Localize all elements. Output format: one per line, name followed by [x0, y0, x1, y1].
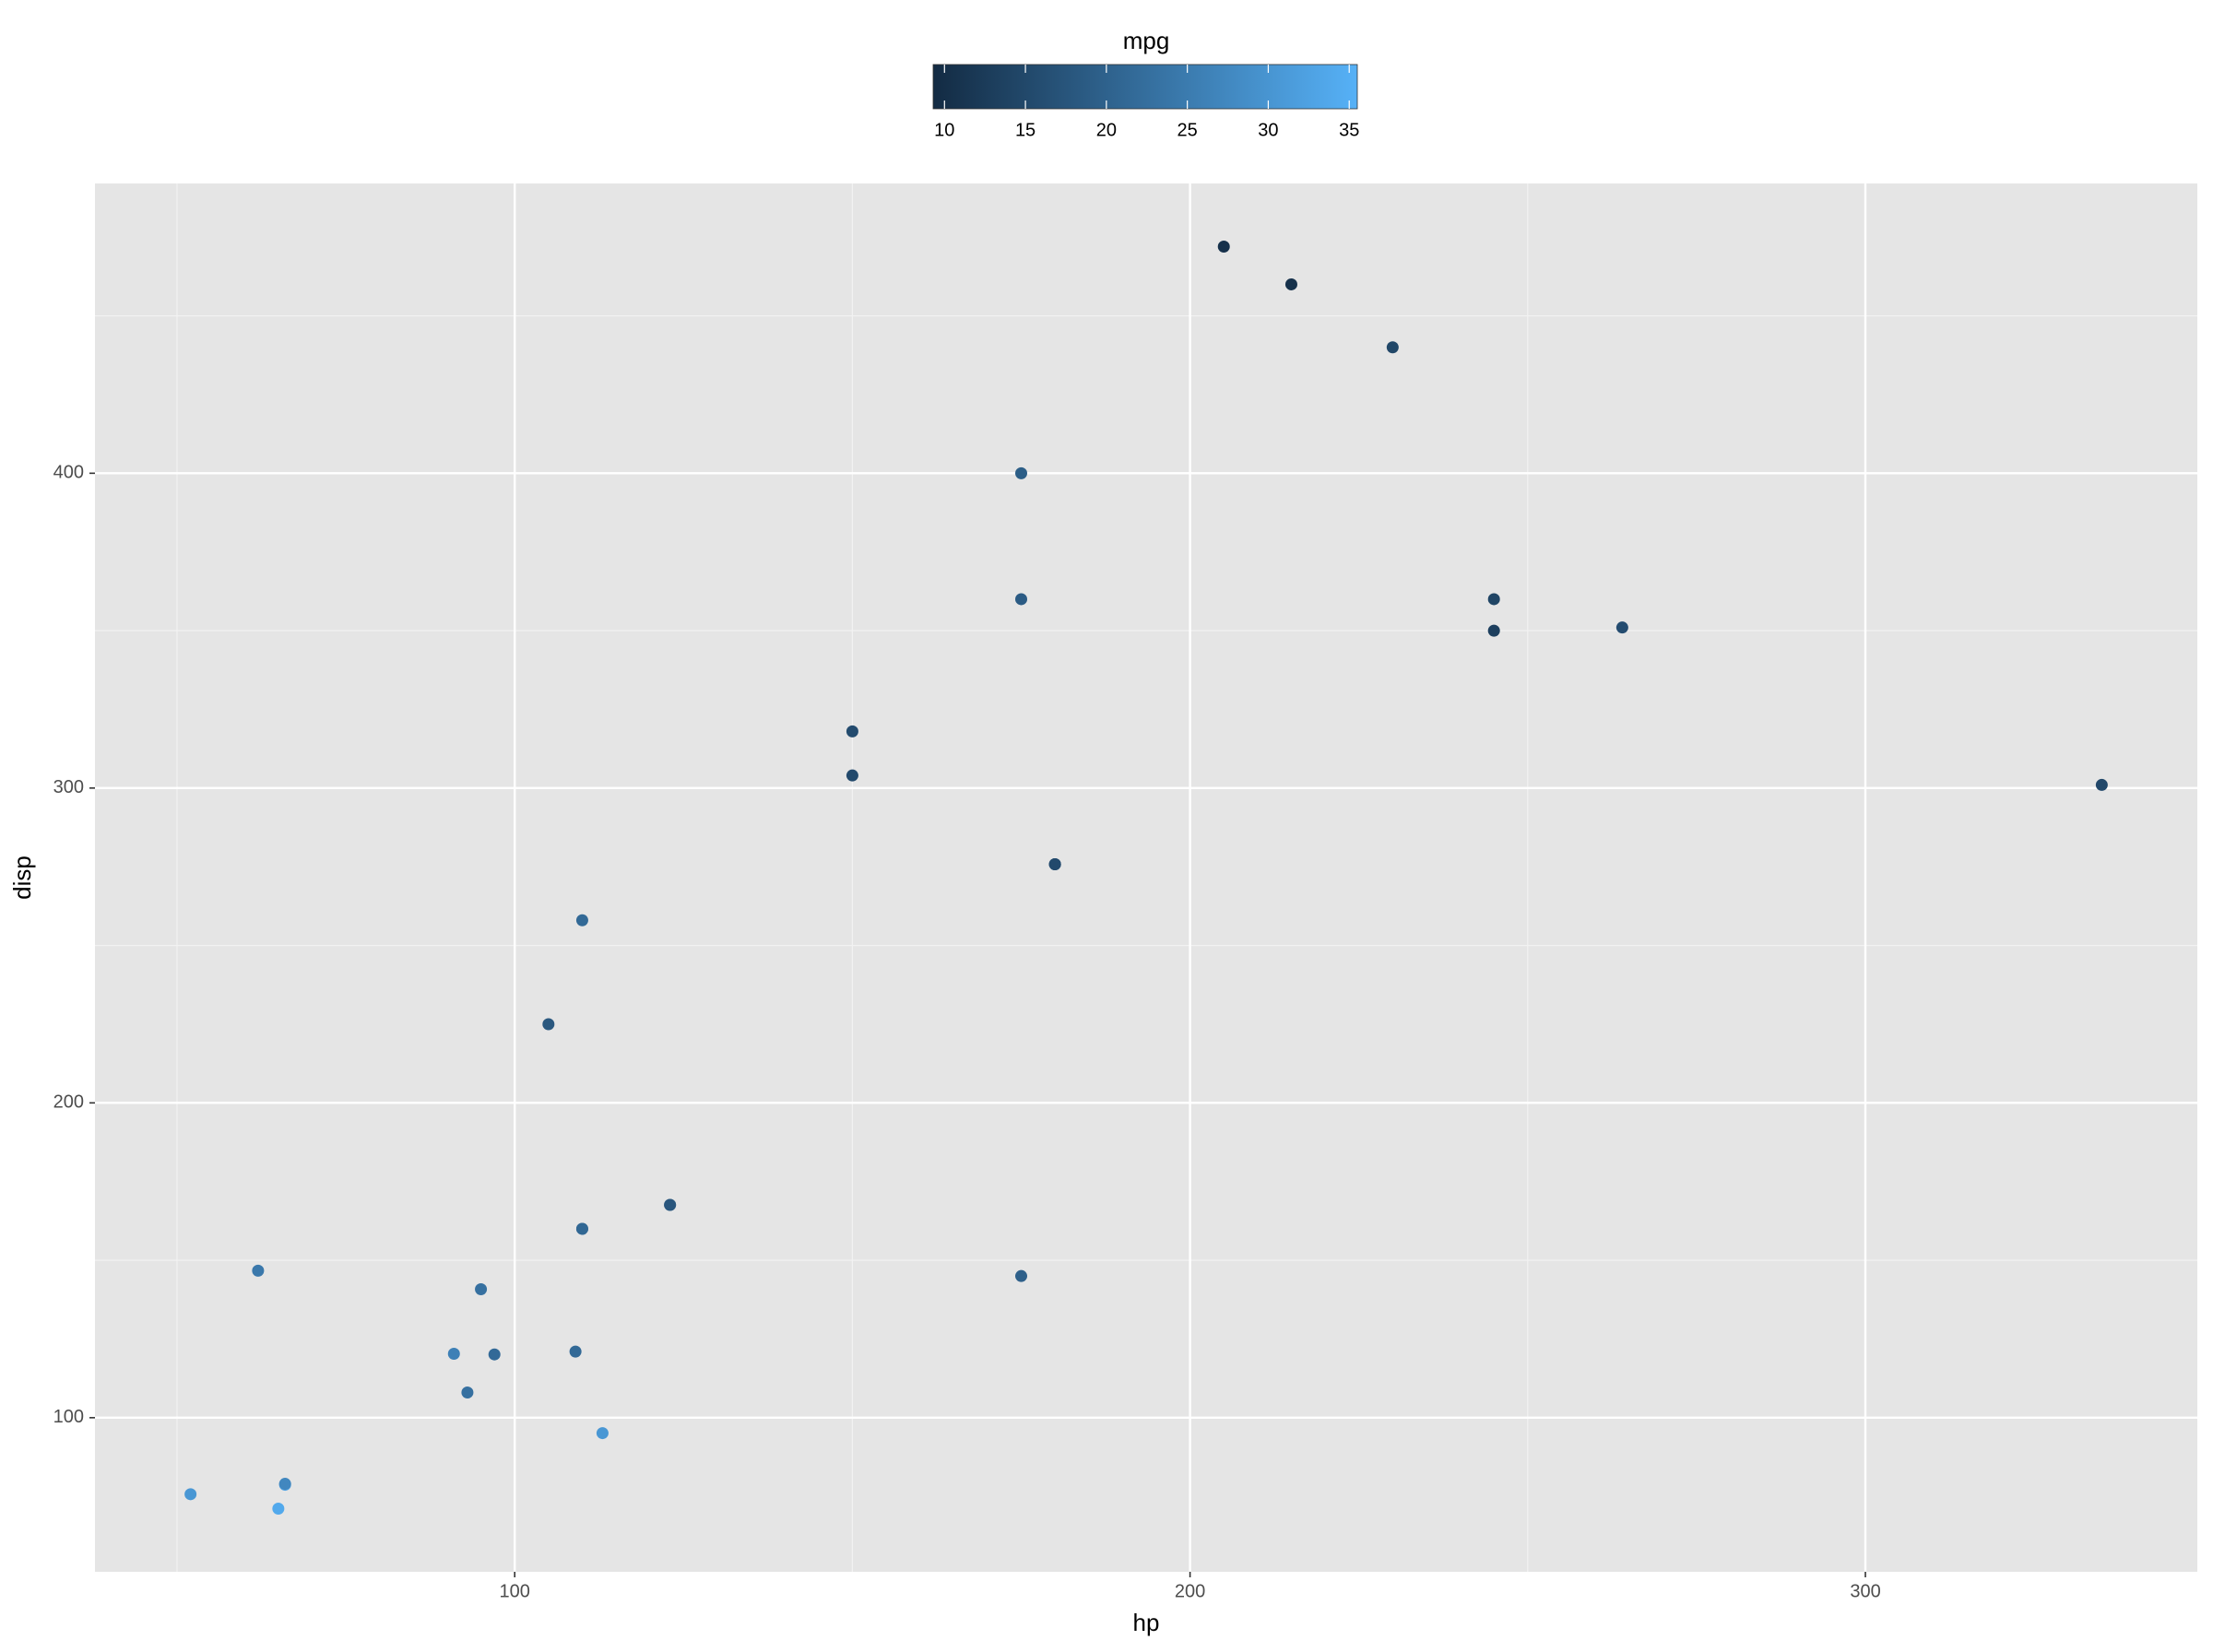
y-tick-label: 200	[53, 1092, 84, 1113]
point	[1015, 593, 1028, 606]
point	[575, 1222, 588, 1235]
point	[1487, 593, 1500, 606]
point	[1487, 624, 1500, 637]
point	[272, 1503, 285, 1516]
point	[1615, 621, 1628, 634]
point	[475, 1283, 488, 1296]
point	[278, 1478, 291, 1491]
colorbar-tick-label: 20	[1096, 120, 1117, 140]
point	[542, 1018, 555, 1031]
point	[664, 1198, 677, 1211]
point	[1284, 277, 1297, 290]
point	[1015, 466, 1028, 479]
colorbar-tick-label: 15	[1015, 120, 1035, 140]
colorbar-tick-label: 25	[1178, 120, 1198, 140]
point	[569, 1345, 582, 1358]
x-axis-title: hp	[1133, 1609, 1160, 1636]
panel	[95, 183, 2197, 1572]
point	[846, 769, 858, 782]
y-tick-label: 100	[53, 1407, 84, 1427]
point	[184, 1488, 197, 1501]
y-axis-title: disp	[8, 856, 36, 900]
point	[252, 1264, 265, 1277]
colorbar-tick-label: 35	[1339, 120, 1359, 140]
point	[2095, 778, 2108, 791]
point	[461, 1386, 474, 1399]
y-tick-label: 300	[53, 777, 84, 797]
point	[488, 1348, 501, 1361]
point	[1386, 341, 1399, 354]
point	[846, 725, 858, 738]
colorbar-tick-label: 10	[934, 120, 954, 140]
x-tick-label: 300	[1850, 1581, 1880, 1601]
x-tick-label: 100	[500, 1581, 530, 1601]
point	[596, 1427, 609, 1440]
point	[575, 914, 588, 926]
colorbar	[932, 64, 1358, 110]
y-tick-label: 400	[53, 463, 84, 483]
colorbar-title: mpg	[1123, 27, 1170, 54]
x-tick-label: 200	[1175, 1581, 1205, 1601]
colorbar-tick-label: 30	[1258, 120, 1278, 140]
point	[1015, 1269, 1028, 1282]
point	[447, 1348, 460, 1361]
point	[1048, 857, 1061, 870]
point	[1217, 240, 1230, 253]
